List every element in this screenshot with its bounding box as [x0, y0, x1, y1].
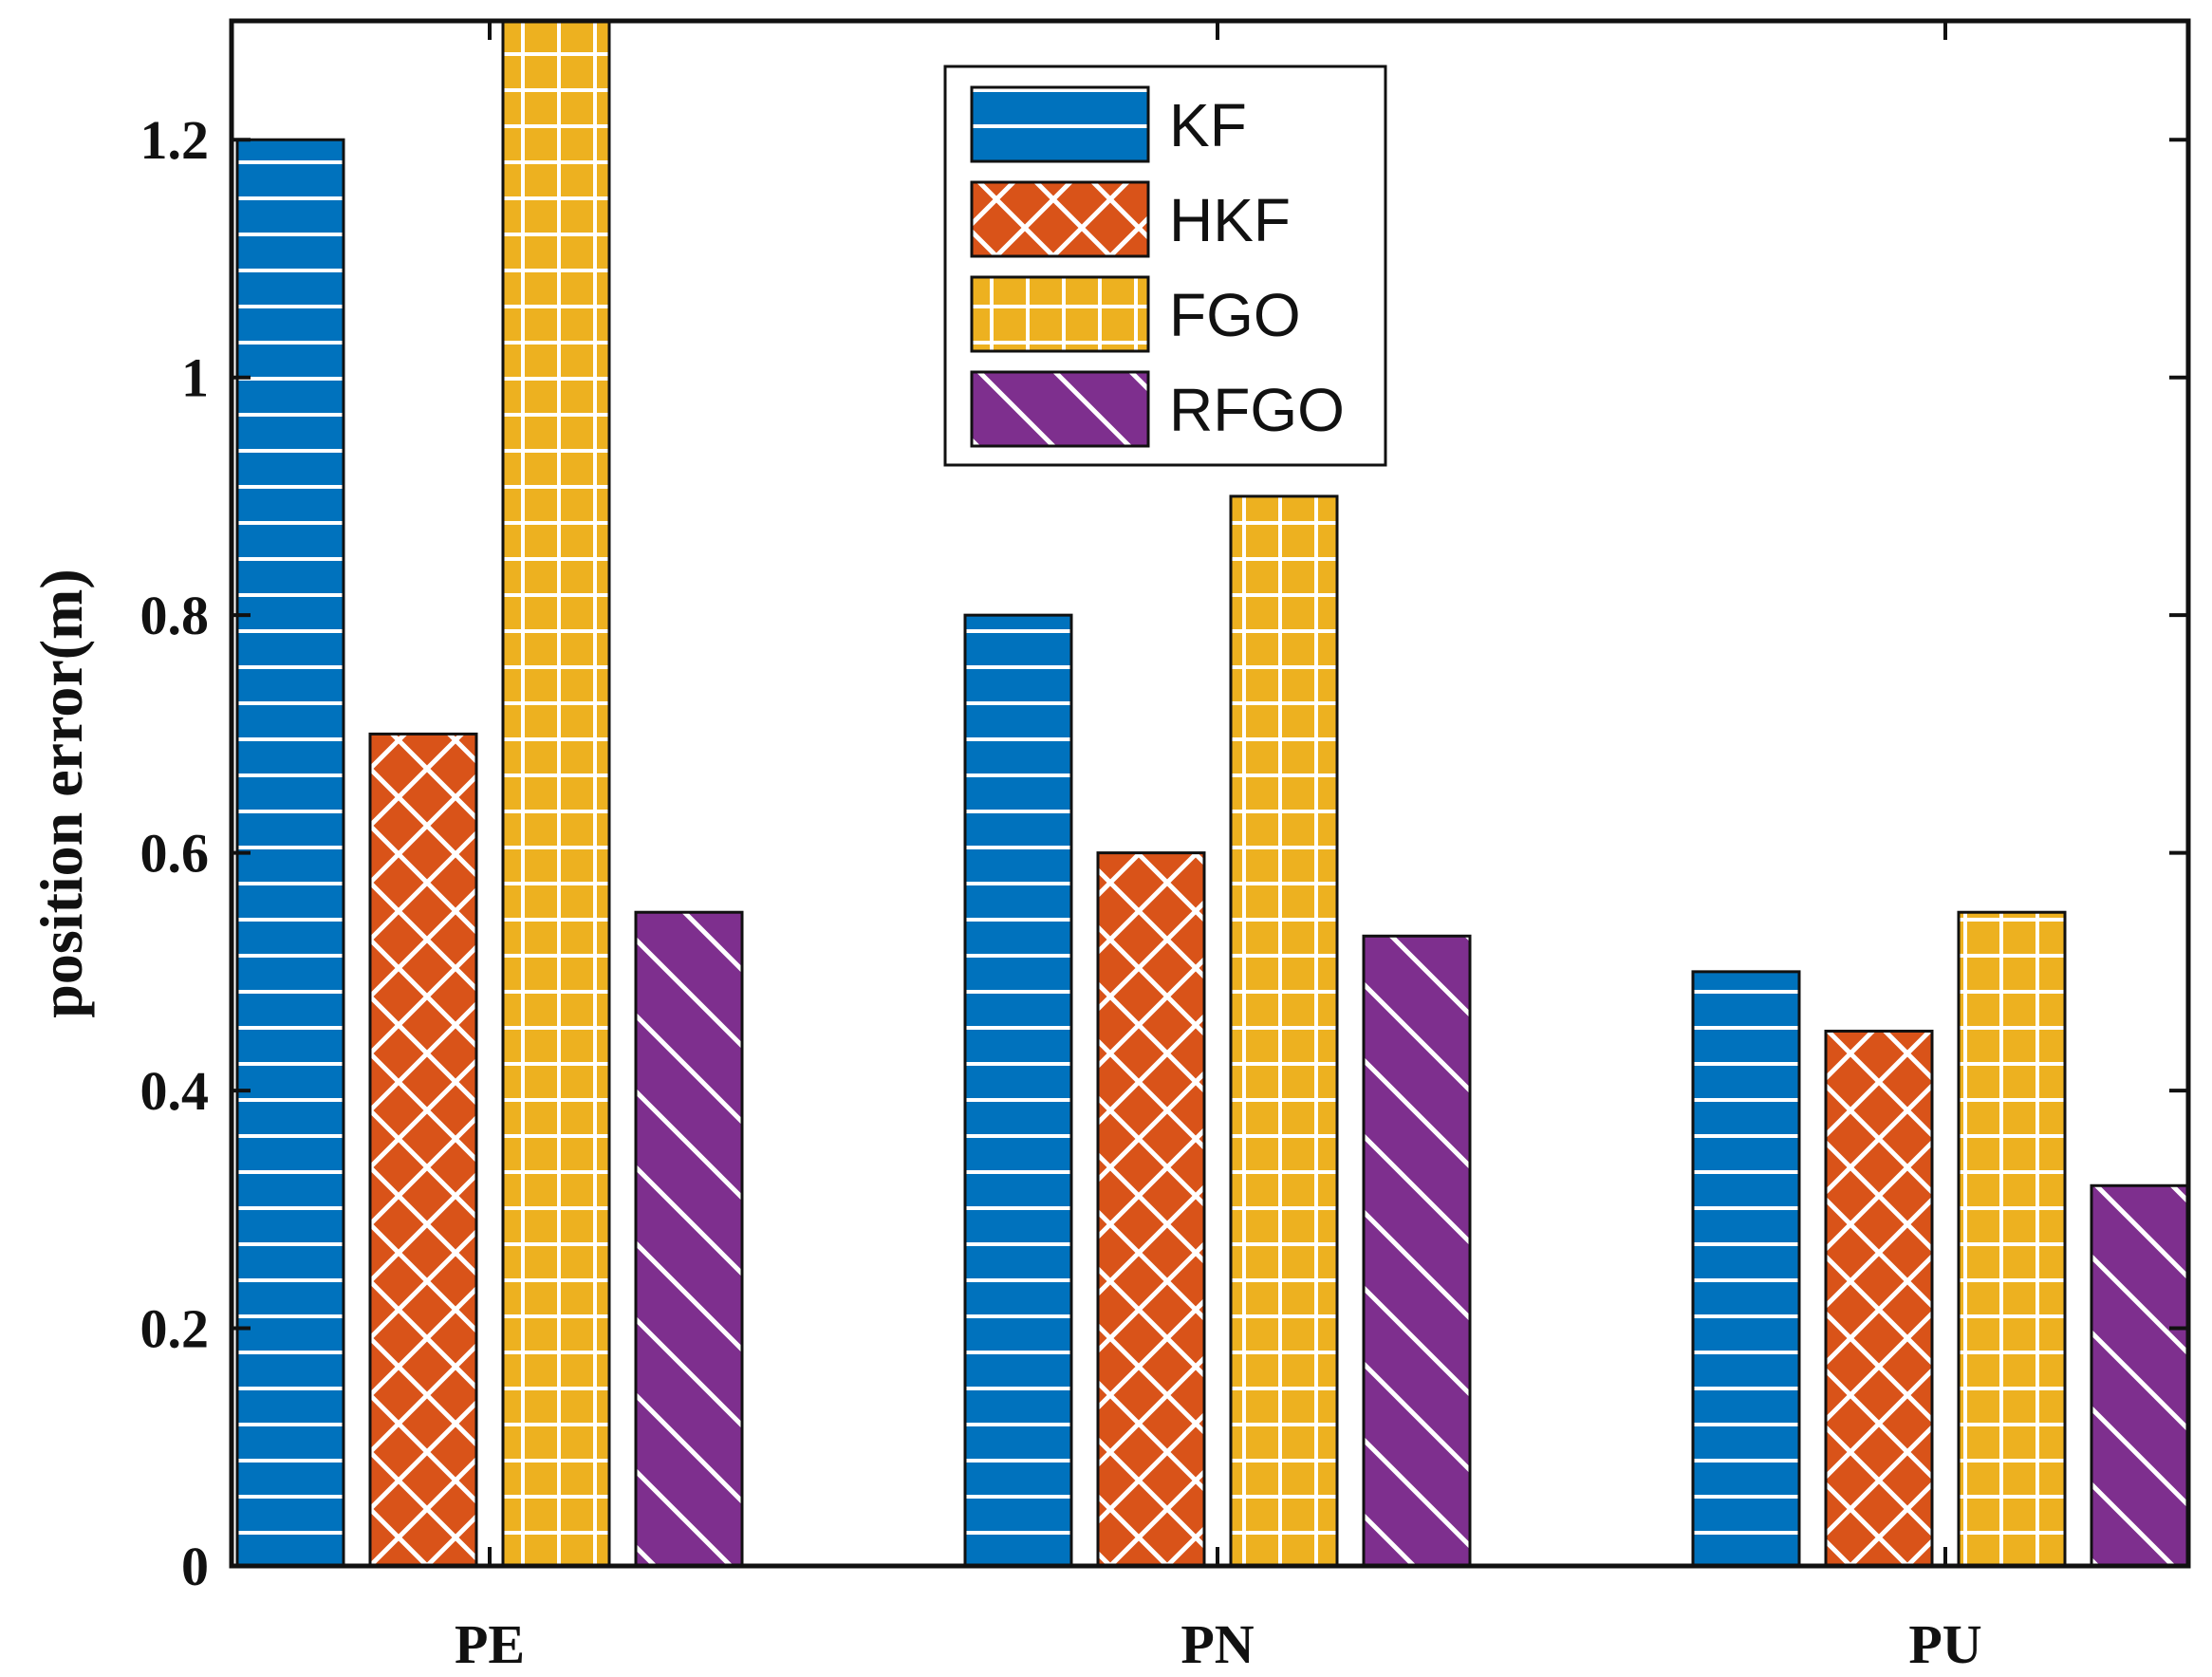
bar-kf-pu — [1691, 970, 1801, 1566]
bar-rfgo-pe — [634, 910, 744, 1566]
y-tick-label: 0.8 — [140, 585, 210, 646]
bar-rfgo-pn — [1362, 934, 1472, 1566]
bar-kf-pe — [235, 138, 345, 1566]
bar-fgo-pu — [1957, 910, 2067, 1566]
labels-layer: 0 0.2 0.4 0.6 0.8 1 1.2 PE PN PU — [140, 109, 1982, 1675]
x-tick-label: PN — [1180, 1613, 1254, 1675]
legend: KF HKF FGO RFGO — [943, 65, 1387, 467]
bar-hkf-pe — [368, 732, 478, 1566]
bar-kf-pn — [963, 613, 1073, 1566]
legend-swatch-rfgo — [970, 370, 1150, 448]
bar-fgo-pe — [501, 21, 611, 1566]
bar-hkf-pn — [1096, 851, 1206, 1566]
y-tick-label: 0.2 — [140, 1298, 210, 1360]
y-tick-label: 0.4 — [140, 1060, 210, 1122]
x-tick-label: PU — [1908, 1613, 1981, 1675]
bars-layer — [235, 21, 2188, 1566]
legend-label-fgo: FGO — [1169, 281, 1301, 349]
bar-rfgo-pu — [2090, 1183, 2188, 1566]
legend-label-hkf: HKF — [1169, 186, 1291, 254]
plot-frame — [229, 18, 2191, 1569]
y-tick-label: 0.6 — [140, 823, 210, 885]
y-tick-label: 1 — [181, 347, 209, 409]
legend-label-rfgo: RFGO — [1169, 376, 1345, 444]
bar-hkf-pu — [1824, 1029, 1934, 1566]
y-tick-label: 0 — [181, 1536, 209, 1597]
bar-fgo-pn — [1229, 494, 1339, 1566]
axes-layer — [229, 18, 2191, 1569]
legend-swatch-kf — [970, 85, 1150, 163]
y-tick-label: 1.2 — [140, 109, 210, 171]
legend-swatch-fgo — [970, 275, 1150, 353]
x-tick-label: PE — [455, 1613, 525, 1675]
legend-label-kf: KF — [1169, 91, 1247, 159]
legend-swatch-hkf — [970, 180, 1150, 258]
y-axis-label: position error(m) — [28, 568, 95, 1017]
